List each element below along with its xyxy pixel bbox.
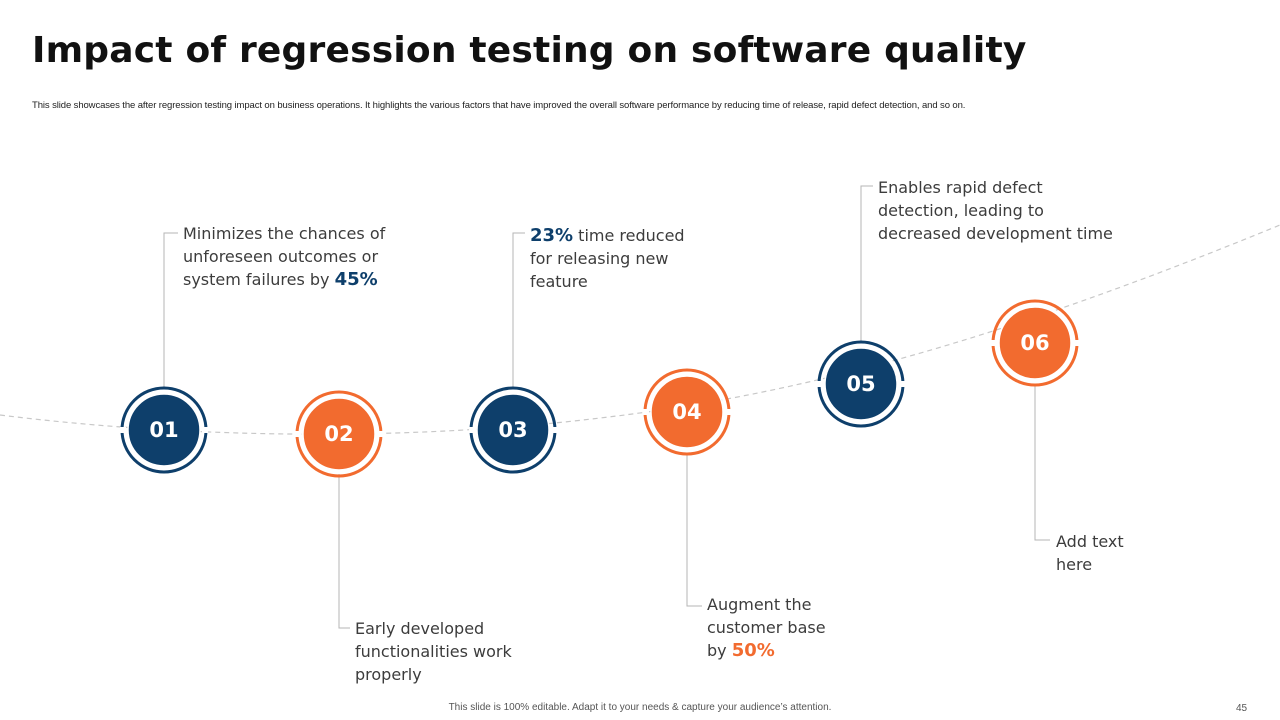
step-number-05: 05 [846,372,875,396]
step-number-04: 04 [672,400,701,424]
highlight-value: 45% [334,269,378,290]
step-note-04: Augment the customer base by 50% [707,595,826,661]
step-number-06: 06 [1020,331,1049,355]
step-note-06: Add text here [1056,532,1124,574]
connector-01 [163,232,178,388]
step-circle-01: 01 [120,386,208,474]
highlight-value: 50% [731,640,775,661]
step-circle-06: 06 [991,299,1079,387]
footer-note: This slide is 100% editable. Adapt it to… [448,702,832,713]
highlight-value: 23% [530,225,574,246]
step-note-03: 23% time reduced for releasing new featu… [530,225,685,291]
step-note-02: Early developed functionalities work pro… [355,619,512,684]
connector-05 [860,185,873,343]
connector-04 [686,453,702,607]
step-circle-04: 04 [643,368,731,456]
step-number-01: 01 [149,418,178,442]
step-circle-05: 05 [817,340,905,428]
step-note-05: Enables rapid defect detection, leading … [878,178,1113,243]
connector-02 [338,474,350,629]
step-number-02: 02 [324,422,353,446]
page-number: 45 [1236,703,1248,714]
step-note-01: Minimizes the chances of unforeseen outc… [183,224,386,290]
step-number-03: 03 [498,418,527,442]
connector-03 [512,232,525,388]
slide-title: Impact of regression testing on software… [32,30,1027,71]
step-circle-03: 03 [469,386,557,474]
step-circle-02: 02 [295,390,383,478]
connector-06 [1034,384,1050,541]
slide-subtitle: This slide showcases the after regressio… [32,100,966,111]
